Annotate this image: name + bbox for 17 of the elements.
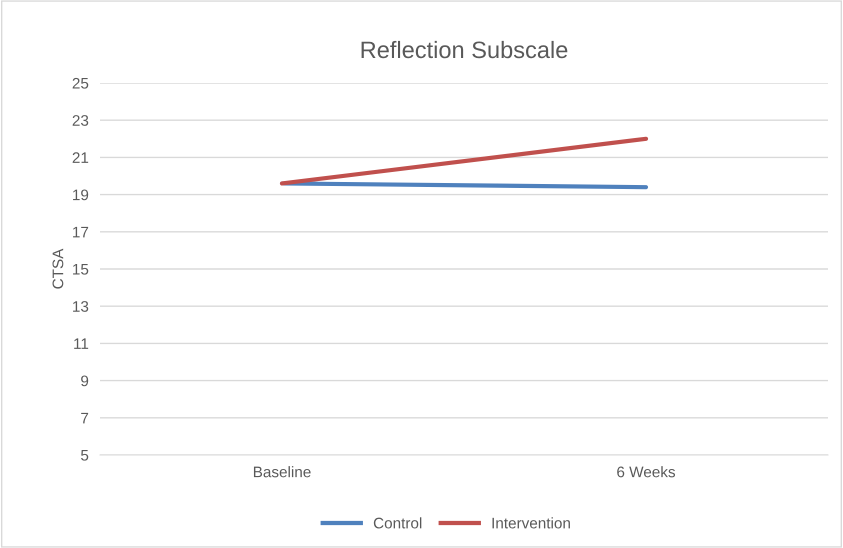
- y-tick-label: 23: [72, 115, 88, 126]
- y-tick-label: 17: [73, 226, 88, 238]
- x-tick-label: Baseline: [254, 466, 311, 478]
- legend-label: Control: [374, 517, 422, 528]
- y-tick-label: 7: [81, 412, 88, 424]
- y-tick-label: 21: [72, 152, 88, 163]
- y-tick-label: 11: [74, 338, 88, 349]
- y-tick-label: 25: [72, 78, 88, 89]
- y-tick-label: 19: [73, 189, 88, 200]
- y-axis-title: CTSA: [52, 248, 64, 289]
- y-tick-label: 5: [81, 450, 88, 461]
- x-tick-label: 6 Weeks: [617, 466, 676, 478]
- y-tick-label: 15: [73, 264, 88, 275]
- y-tick-label: 13: [73, 301, 88, 312]
- legend-label: Intervention: [492, 517, 570, 528]
- y-tick-label: 9: [81, 375, 88, 386]
- chart-title: Reflection Subscale: [362, 40, 568, 58]
